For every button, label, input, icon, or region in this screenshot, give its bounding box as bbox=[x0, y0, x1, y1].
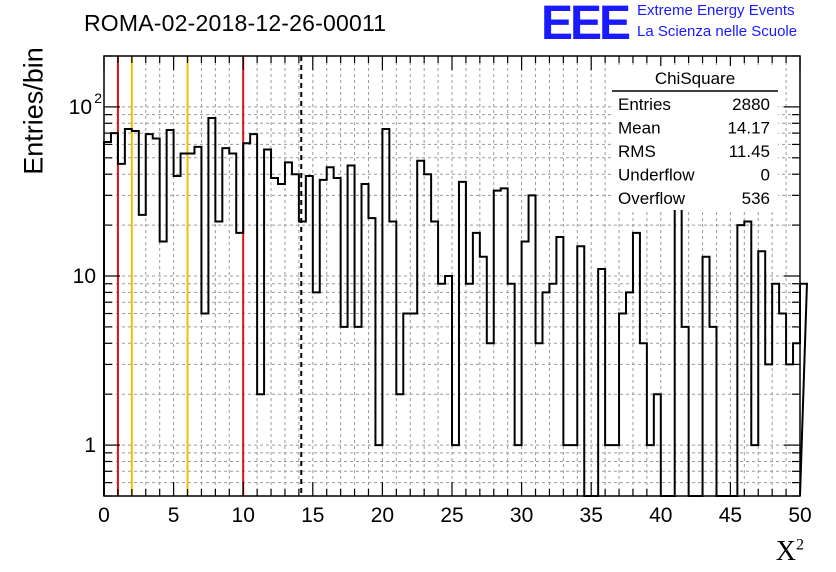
y-tick-label-exponent: 2 bbox=[94, 90, 102, 106]
y-tick-label: 10 bbox=[73, 265, 96, 288]
y-tick-label: 10 bbox=[69, 96, 92, 119]
histogram-series bbox=[103, 116, 808, 497]
x-tick-label: 15 bbox=[301, 504, 324, 527]
stats-row-label: RMS bbox=[618, 142, 656, 161]
x-tick-label: 5 bbox=[168, 504, 180, 527]
x-tick-label: 20 bbox=[371, 504, 394, 527]
stats-row-value: 14.17 bbox=[727, 119, 770, 138]
x-tick-label: 0 bbox=[98, 504, 110, 527]
x-tick-label: 45 bbox=[719, 504, 742, 527]
x-tick-label: 40 bbox=[649, 504, 672, 527]
stats-row-value: 536 bbox=[742, 189, 770, 208]
logo-text-line2: La Scienza nelle Scuole bbox=[637, 23, 798, 40]
eee-logo: EEE bbox=[541, 0, 631, 50]
stats-row-label: Underflow bbox=[618, 166, 695, 185]
y-axis-label: Entries/bin bbox=[18, 47, 49, 175]
x-tick-label: 50 bbox=[788, 504, 811, 527]
stats-row-label: Overflow bbox=[618, 189, 686, 208]
stats-row-value: 0 bbox=[761, 166, 770, 185]
logo-text-line1: Extreme Energy Events bbox=[637, 2, 795, 19]
stats-row-value: 2880 bbox=[732, 95, 770, 114]
chart-title: ROMA-02-2018-12-26-00011 bbox=[84, 10, 387, 36]
x-axis-label: X2 bbox=[776, 536, 804, 568]
stats-box bbox=[612, 66, 778, 210]
x-tick-label: 10 bbox=[232, 504, 255, 527]
x-tick-label: 35 bbox=[580, 504, 603, 527]
stats-title: ChiSquare bbox=[655, 69, 735, 88]
x-axis-label-base: X bbox=[775, 536, 796, 567]
x-tick-label: 25 bbox=[440, 504, 463, 527]
x-axis-label-superscript: 2 bbox=[796, 536, 804, 554]
stats-row-label: Mean bbox=[618, 119, 661, 138]
x-tick-label: 30 bbox=[510, 504, 533, 527]
stats-row-value: 11.45 bbox=[729, 142, 770, 161]
stats-row-label: Entries bbox=[618, 95, 671, 114]
y-tick-label: 1 bbox=[84, 434, 96, 457]
